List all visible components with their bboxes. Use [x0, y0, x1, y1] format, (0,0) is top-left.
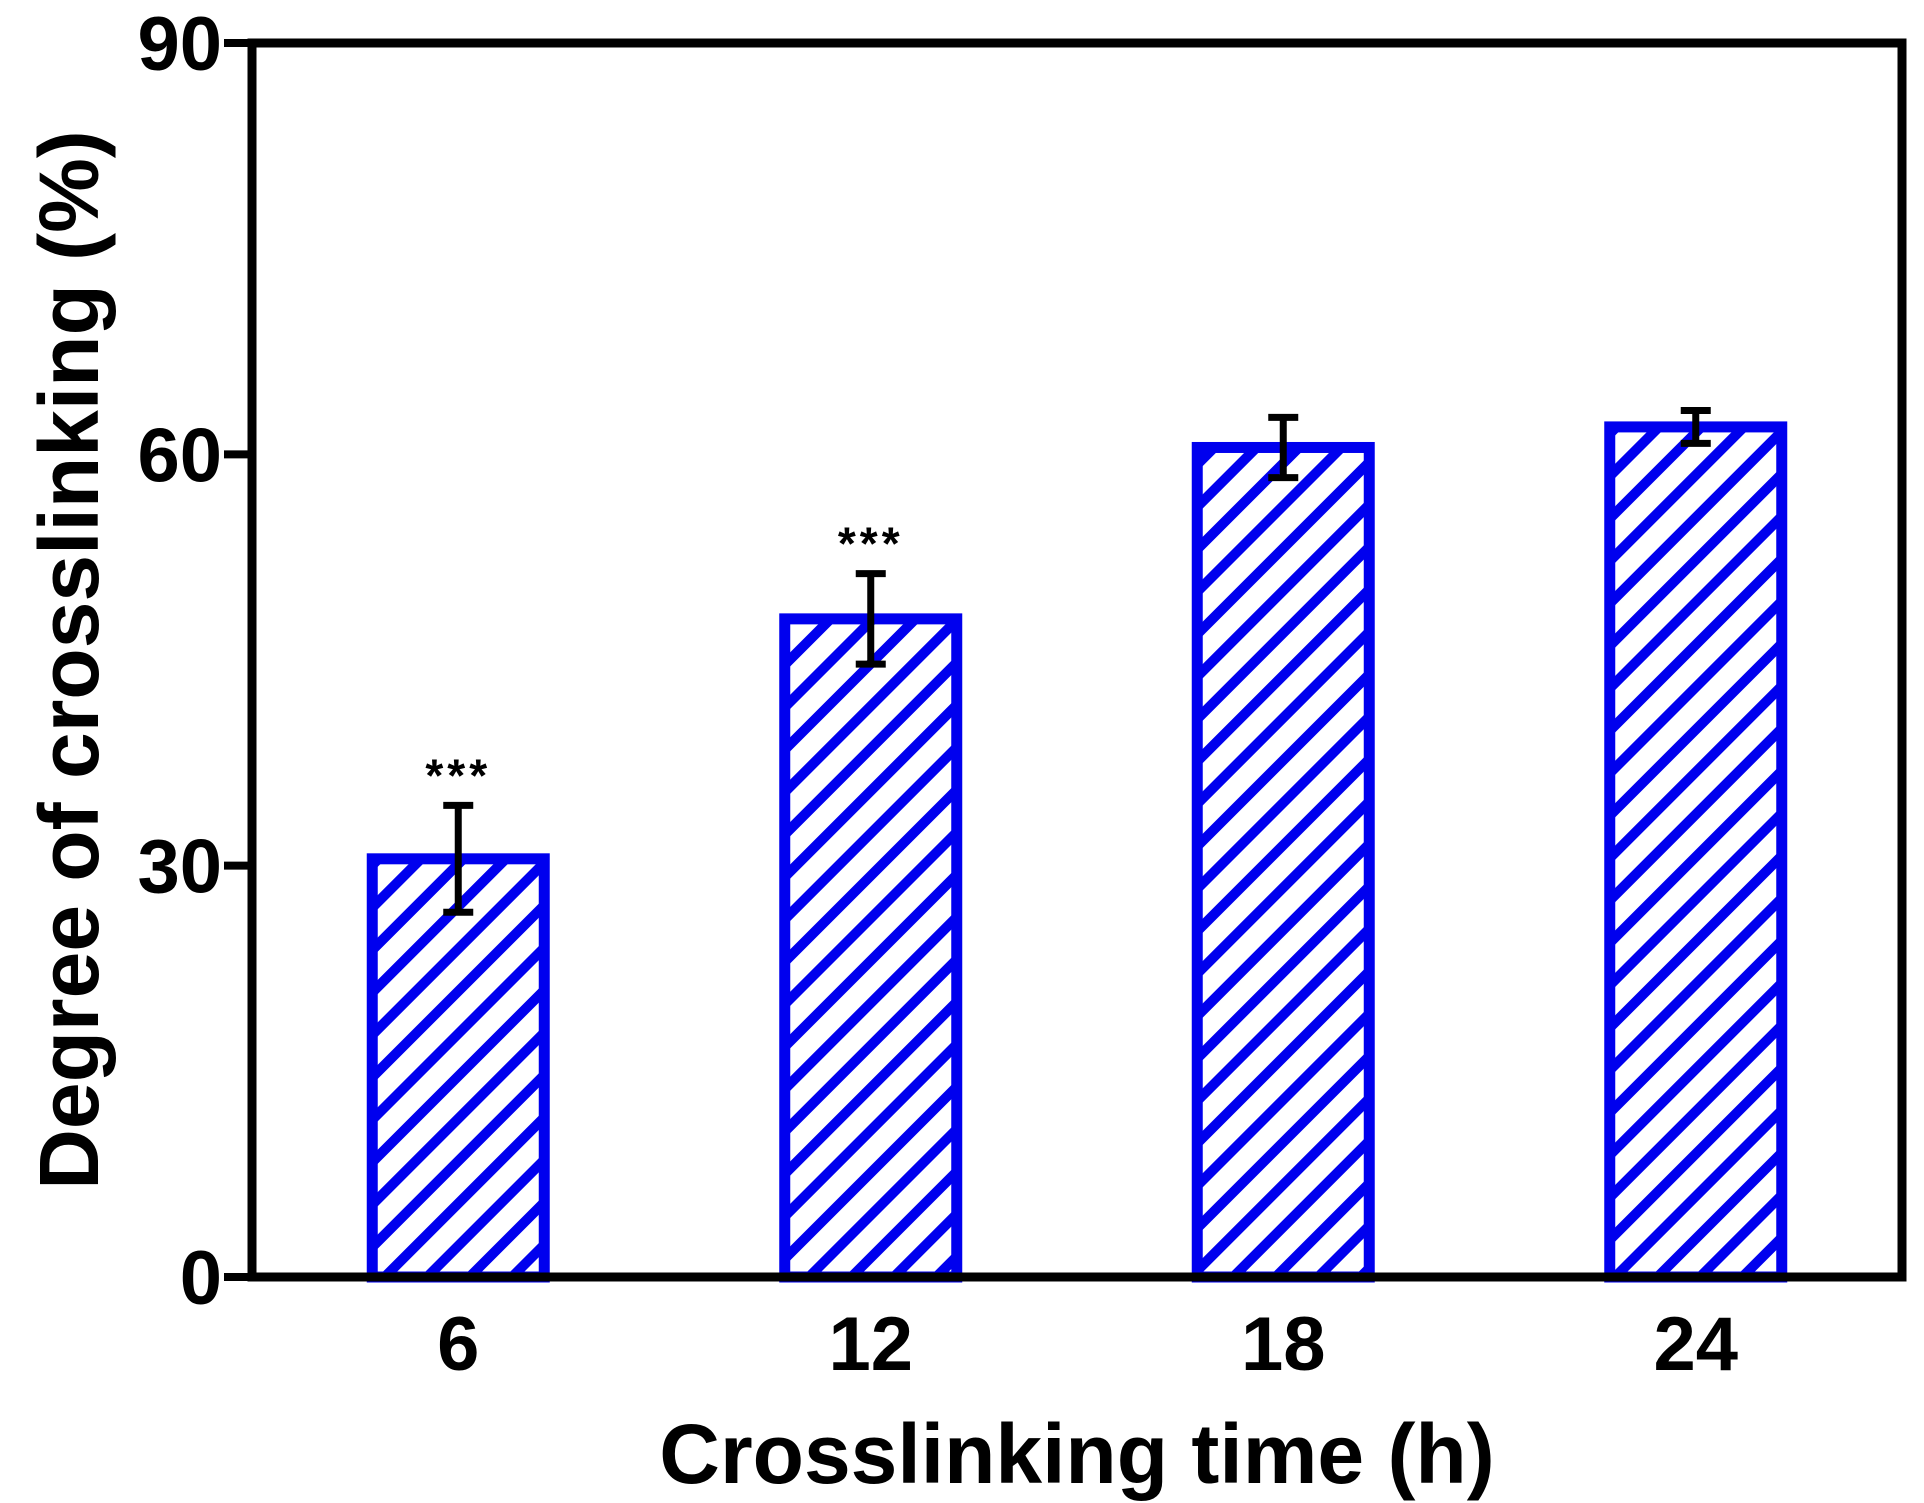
error-bar-12: [855, 570, 886, 668]
y-tick-label-60: 60: [137, 413, 222, 498]
error-bar-24: [1680, 406, 1711, 447]
y-tick-label-0: 0: [180, 1236, 222, 1321]
bar-6: [366, 853, 550, 1283]
bars: [366, 421, 1788, 1283]
significance-marker-6: ***: [425, 749, 491, 801]
plot-area-frame: [247, 38, 1907, 1282]
error-bar-18: [1268, 413, 1299, 482]
bar-18: [1191, 441, 1375, 1283]
y-axis-title: Degree of crosslinking (%): [22, 130, 116, 1190]
y-axis-ticks: 0 30 60 90: [137, 2, 252, 1321]
significance-markers: *** ***: [425, 518, 904, 802]
bar-12: [779, 613, 963, 1283]
bar-24: [1604, 421, 1788, 1283]
x-axis-ticks: 6 12 18 24: [437, 1302, 1738, 1387]
error-bars: [443, 406, 1711, 916]
x-axis-title: Crosslinking time (h): [659, 1407, 1494, 1501]
x-tick-label-6: 6: [437, 1302, 479, 1387]
y-tick-label-30: 30: [137, 825, 222, 910]
error-bar-6: [443, 801, 474, 916]
x-tick-label-24: 24: [1653, 1302, 1738, 1387]
significance-marker-12: ***: [838, 518, 904, 570]
x-tick-label-18: 18: [1241, 1302, 1326, 1387]
y-tick-label-90: 90: [137, 2, 222, 87]
x-tick-label-12: 12: [828, 1302, 913, 1387]
